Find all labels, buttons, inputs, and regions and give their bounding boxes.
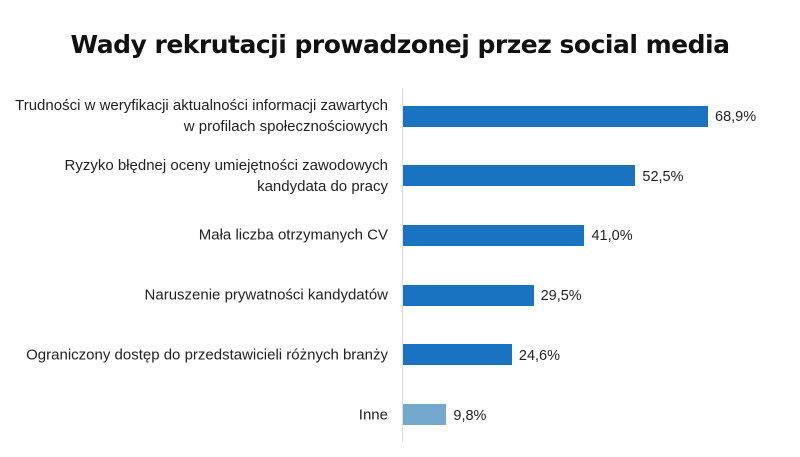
- category-label: Ograniczony dostęp do przedstawicieli ró…: [26, 346, 388, 364]
- value-label: 9,8%: [453, 407, 487, 424]
- value-label: 52,5%: [642, 168, 684, 185]
- value-label: 29,5%: [540, 288, 582, 305]
- bar: [403, 105, 708, 127]
- category-label: Mała liczba otrzymanych CV: [198, 226, 388, 244]
- category-label: Inne: [358, 406, 388, 423]
- value-label: 24,6%: [518, 347, 561, 364]
- category-label: Ryzyko błędnej oceny umiejętności zawodo…: [64, 156, 389, 195]
- y-axis-line: [402, 88, 403, 442]
- value-label: 68,9%: [715, 109, 757, 125]
- bar: [403, 344, 512, 366]
- category-label: Naruszenie prywatności kandydatów: [144, 286, 388, 304]
- category-label: Trudności w weryfikacji aktualności info…: [15, 97, 388, 135]
- bar: [403, 404, 447, 425]
- bar: [403, 284, 534, 306]
- bar: [403, 165, 636, 187]
- value-label: 41,0%: [591, 228, 633, 245]
- bar: [403, 224, 585, 246]
- chart-title: Wady rekrutacji prowadzonej przez social…: [70, 30, 730, 59]
